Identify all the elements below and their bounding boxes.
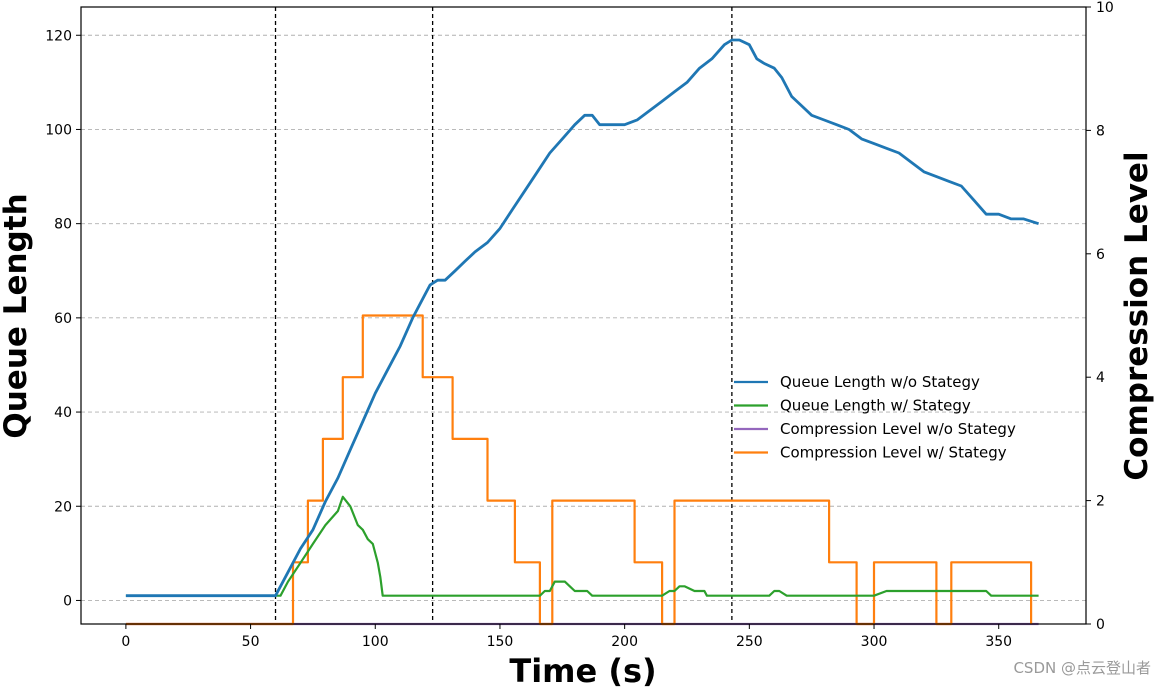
y-axis-right-label: Compression Level (1119, 151, 1155, 480)
x-tick-label-150: 150 (487, 634, 514, 650)
watermark: CSDN @点云登山者 (1013, 659, 1151, 677)
legend-label-1: Queue Length w/ Stategy (780, 397, 971, 415)
plot-frame (80, 6, 1087, 625)
y-axis-left-ticks: 0 20 40 60 80 100 120 (45, 28, 81, 609)
legend-label-2: Compression Level w/o Stategy (780, 420, 1016, 438)
x-axis-label: Time (s) (509, 652, 656, 687)
y-axis-left-label: Queue Length (0, 193, 34, 438)
y-left-tick-label-0: 0 (63, 593, 72, 609)
y-left-tick-label-100: 100 (45, 122, 72, 138)
x-tick-label-200: 200 (611, 634, 638, 650)
legend-label-3: Compression Level w/ Stategy (780, 444, 1007, 462)
y-right-tick-label-6: 6 (1096, 247, 1105, 263)
legend: Queue Length w/o Stategy Queue Length w/ … (734, 373, 1016, 462)
x-axis-ticks: 0 50 100 150 200 250 300 350 (121, 624, 1012, 650)
y-left-tick-label-120: 120 (45, 28, 72, 44)
x-tick-label-350: 350 (985, 634, 1012, 650)
y-axis-right-ticks: 0 2 4 6 8 10 (1086, 0, 1114, 633)
y-left-tick-label-20: 20 (54, 499, 72, 515)
y-left-tick-label-80: 80 (54, 217, 72, 233)
series-line-queue-length-w-o-stategy (125, 38, 1040, 598)
y-right-tick-label-8: 8 (1096, 123, 1105, 139)
horizontal-grid (81, 34, 1086, 601)
x-tick-label-250: 250 (736, 634, 763, 650)
x-tick-label-300: 300 (861, 634, 888, 650)
y-left-tick-label-60: 60 (54, 311, 72, 327)
series-lines (125, 38, 1040, 626)
vertical-markers (274, 7, 733, 624)
x-tick-label-0: 0 (121, 634, 130, 650)
y-right-tick-label-0: 0 (1096, 617, 1105, 633)
legend-label-0: Queue Length w/o Stategy (780, 373, 980, 391)
y-right-tick-label-4: 4 (1096, 370, 1105, 386)
series-line-queue-length-w-stategy (125, 495, 1039, 597)
y-left-tick-label-40: 40 (54, 405, 72, 421)
x-tick-label-100: 100 (362, 634, 389, 650)
series-line-compression-level-w-stategy (125, 314, 1033, 626)
x-tick-label-50: 50 (242, 634, 260, 650)
y-right-tick-label-2: 2 (1096, 494, 1105, 510)
y-right-tick-label-10: 10 (1096, 0, 1114, 16)
